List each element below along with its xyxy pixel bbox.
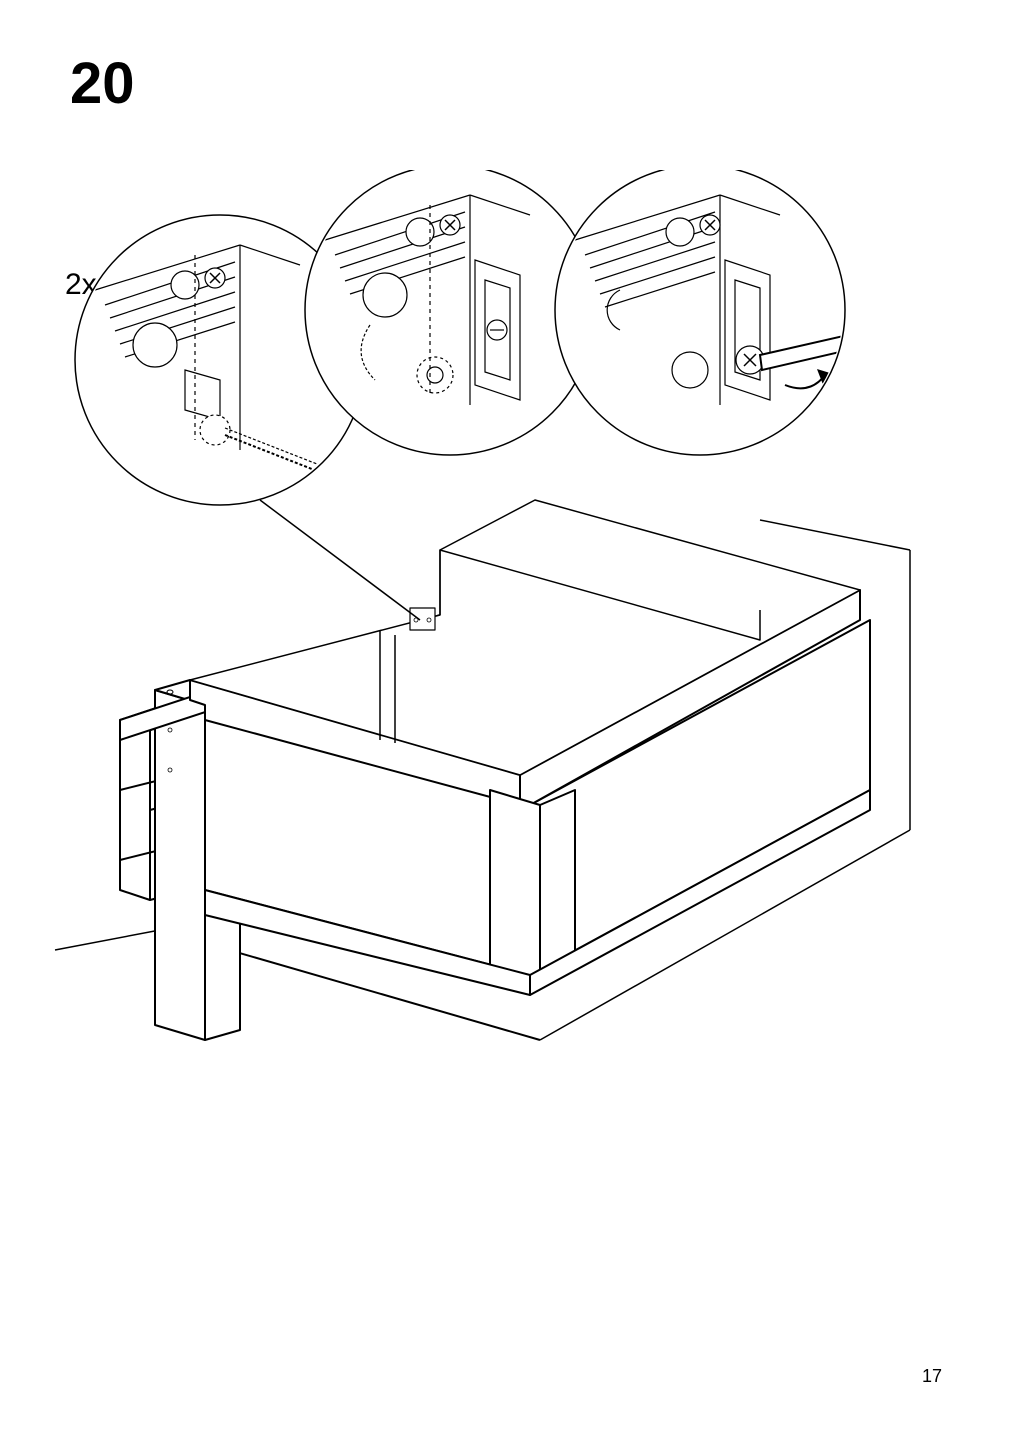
detail-circle-right (555, 170, 876, 455)
assembly-diagram (40, 170, 970, 1070)
furniture-main (55, 500, 910, 1040)
page-number: 17 (922, 1366, 942, 1387)
step-number: 20 (70, 50, 942, 117)
detail-circle-middle (305, 170, 595, 455)
